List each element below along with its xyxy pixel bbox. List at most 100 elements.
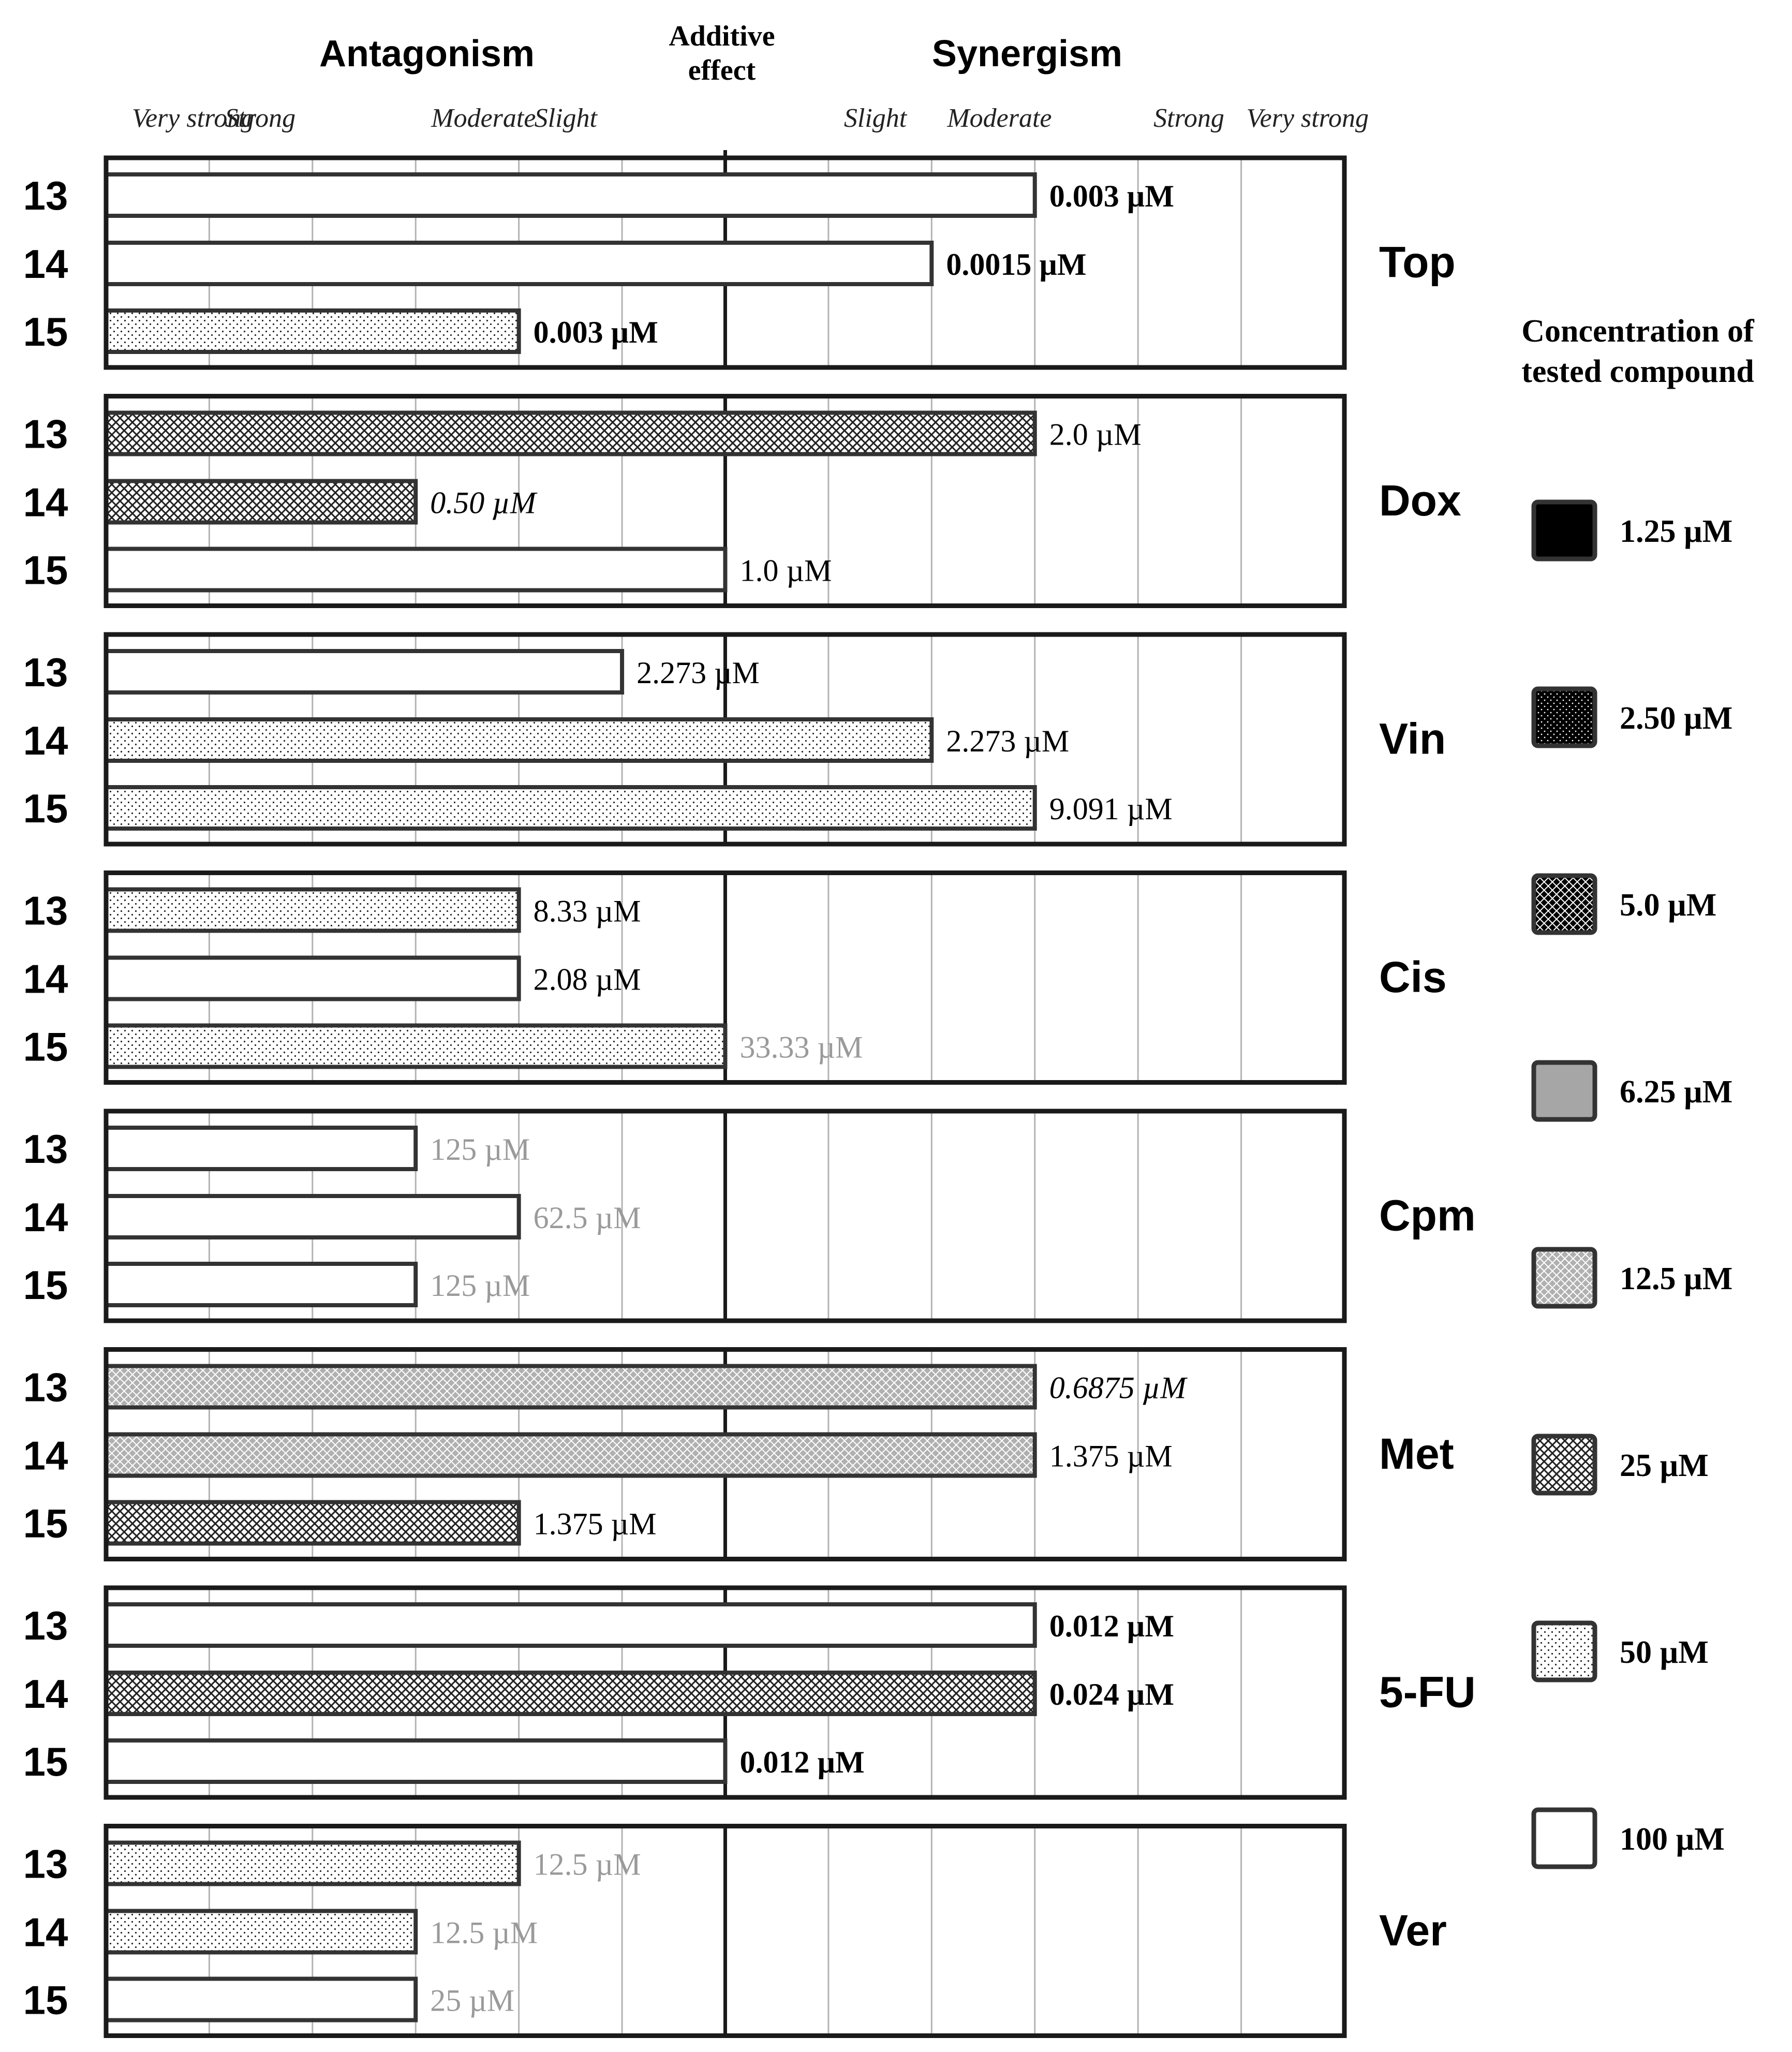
panel-frame [103, 1347, 1347, 1561]
bar-met-13 [104, 1364, 1037, 1410]
compound-label: 13 [23, 649, 68, 695]
scale-label: Moderate [431, 104, 536, 133]
bar-value-label: 125 µM [430, 1132, 530, 1167]
bar-value-label: 0.012 µM [740, 1745, 865, 1779]
legend-swatch-6.25 [1531, 1060, 1597, 1122]
compound-label: 13 [23, 888, 68, 934]
bar-vin-15 [104, 785, 1037, 831]
bar-value-label: 0.003 µM [534, 315, 658, 349]
bar-top-13 [104, 172, 1037, 218]
legend-swatch-50 [1531, 1620, 1597, 1682]
compound-label: 14 [23, 1671, 68, 1717]
compound-label: 14 [23, 241, 68, 287]
bar-value-label: 0.012 µM [1049, 1609, 1174, 1643]
bar-value-label: 2.273 µM [946, 724, 1069, 758]
panel-met: 0.6875 µM 13 1.375 µM 14 1.375 µM 15 Met [23, 1347, 1454, 1561]
bar-5-fu-15 [104, 1738, 728, 1784]
compound-label: 13 [23, 173, 68, 218]
panel-frame [103, 632, 1347, 847]
legend-swatch-2.50 [1531, 686, 1597, 748]
bar-cpm-13 [104, 1126, 418, 1171]
bar-dox-15 [104, 547, 728, 593]
panel-frame [103, 870, 1347, 1085]
bar-value-label: 62.5 µM [534, 1201, 641, 1235]
header-additive-line1: Additive [669, 20, 775, 52]
panel-top: 0.003 µM 13 0.0015 µM 14 0.003 µM 15 Top [23, 155, 1456, 370]
bar-cis-13 [104, 887, 521, 933]
group-label: Met [1379, 1429, 1454, 1478]
legend-title-line2: tested compound [1521, 354, 1754, 389]
bar-value-label: 0.0015 µM [946, 247, 1086, 282]
compound-label: 15 [23, 786, 68, 831]
compound-label: 13 [23, 1603, 68, 1648]
header-antagonism: Antagonism [319, 33, 535, 75]
compound-label: 14 [23, 956, 68, 1002]
group-label: Top [1379, 238, 1456, 287]
group-label: Cpm [1379, 1191, 1476, 1240]
bar-value-label: 8.33 µM [534, 894, 641, 928]
bar-vin-13 [104, 649, 625, 695]
bar-value-label: 0.50 µM [430, 486, 538, 520]
bar-dox-14 [104, 479, 418, 525]
bar-met-15 [104, 1500, 521, 1546]
compound-label: 14 [23, 480, 68, 525]
legend-label: 25 µM [1620, 1448, 1709, 1483]
bar-value-label: 2.273 µM [636, 656, 760, 690]
legend-swatch-12.5 [1531, 1247, 1597, 1309]
compound-label: 15 [23, 309, 68, 355]
scale-label: Slight [535, 104, 598, 133]
compound-label: 13 [23, 411, 68, 457]
bar-value-label: 1.375 µM [1049, 1439, 1173, 1473]
bar-value-label: 33.33 µM [740, 1030, 863, 1065]
compound-label: 15 [23, 1739, 68, 1784]
bar-ver-13 [104, 1840, 521, 1886]
bar-5-fu-13 [104, 1602, 1037, 1648]
compound-label: 14 [23, 1194, 68, 1240]
bar-cis-14 [104, 955, 521, 1001]
group-label: Ver [1379, 1906, 1447, 1955]
legend-label: 12.5 µM [1620, 1261, 1732, 1296]
compound-label: 13 [23, 1841, 68, 1887]
bar-value-label: 12.5 µM [430, 1916, 538, 1950]
panel-5-fu: 0.012 µM 13 0.024 µM 14 0.012 µM 15 5-FU [23, 1585, 1476, 1800]
legend-label: 6.25 µM [1620, 1074, 1732, 1110]
legend-label: 100 µM [1620, 1822, 1725, 1857]
panel-cis: 8.33 µM 13 2.08 µM 14 33.33 µM 15 Cis [23, 870, 1447, 1085]
legend-label: 1.25 µM [1620, 514, 1732, 549]
scale-label: Slight [844, 104, 908, 133]
bar-value-label: 1.0 µM [740, 554, 832, 588]
panel-frame [103, 1824, 1347, 2038]
compound-label: 14 [23, 1433, 68, 1479]
bar-met-14 [104, 1432, 1037, 1478]
legend-swatch-100 [1531, 1807, 1597, 1869]
group-label: Cis [1379, 953, 1447, 1001]
panel-frame [103, 394, 1347, 608]
bar-top-15 [104, 308, 521, 354]
bar-dox-13 [104, 410, 1037, 456]
header-synergism: Synergism [932, 33, 1122, 75]
compound-label: 13 [23, 1126, 68, 1172]
legend-label: 50 µM [1620, 1635, 1709, 1670]
bar-cpm-14 [104, 1194, 521, 1239]
header-additive-line2: effect [688, 54, 756, 86]
group-label: Dox [1379, 476, 1461, 525]
scale-label: Strong [225, 104, 295, 133]
compound-label: 15 [23, 1501, 68, 1546]
legend-title-line1: Concentration of [1521, 314, 1755, 349]
scale-label: Very strong [132, 104, 254, 133]
bar-value-label: 0.6875 µM [1049, 1371, 1188, 1405]
bar-cpm-15 [104, 1262, 418, 1307]
panel-frame [103, 1109, 1347, 1323]
compound-label: 13 [23, 1365, 68, 1410]
panel-frame [103, 1585, 1347, 1800]
compound-label: 15 [23, 1977, 68, 2023]
group-label: 5-FU [1379, 1668, 1476, 1717]
legend-swatch-1.25 [1531, 499, 1597, 562]
bar-value-label: 125 µM [430, 1268, 530, 1303]
panel-cpm: 125 µM 13 62.5 µM 14 125 µM 15 Cpm [23, 1109, 1476, 1323]
compound-label: 14 [23, 1910, 68, 1955]
bar-value-label: 1.375 µM [534, 1507, 657, 1541]
compound-label: 15 [23, 1024, 68, 1070]
panel-vin: 2.273 µM 13 2.273 µM 14 9.091 µM 15 Vin [23, 632, 1446, 847]
